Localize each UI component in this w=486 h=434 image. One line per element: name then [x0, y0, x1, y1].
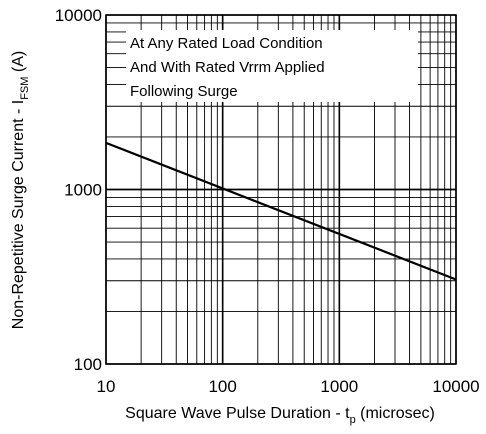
x-axis-label-main: Square Wave Pulse Duration - t — [125, 405, 350, 422]
y-tick-label: 1000 — [64, 181, 102, 200]
x-tick-label: 10 — [97, 377, 116, 396]
x-axis-label-units: (microsec) — [356, 405, 435, 422]
x-tick-label: 10000 — [432, 377, 479, 396]
plot-frame — [105, 14, 457, 365]
y-axis-label-subscript: FSM — [19, 77, 31, 100]
y-tick-labels: 100 1000 10000 — [55, 6, 102, 374]
annotation-line-3: Following Surge — [130, 83, 238, 100]
x-tick-label: 1000 — [320, 377, 358, 396]
x-tick-label: 100 — [208, 377, 236, 396]
annotation-box: At Any Rated Load Condition And With Rat… — [126, 30, 418, 102]
x-tick-labels: 10 100 1000 10000 — [97, 377, 480, 396]
annotation-background — [126, 30, 418, 102]
x-axis-label-subscript: p — [350, 414, 356, 426]
annotation-line-2: And With Rated Vrrm Applied — [130, 59, 325, 76]
y-axis-label: Non-Repetitive Surge Current - IFSM (A) — [10, 51, 31, 329]
y-axis-label-main: Non-Repetitive Surge Current - I — [10, 100, 27, 329]
y-axis-label-units: (A) — [10, 51, 27, 77]
x-axis-label: Square Wave Pulse Duration - tp (microse… — [125, 405, 435, 426]
annotation-line-1: At Any Rated Load Condition — [130, 35, 323, 52]
series-line-1 — [105, 141, 457, 281]
y-tick-label: 10000 — [55, 6, 102, 25]
y-tick-label: 100 — [74, 355, 102, 374]
series — [105, 141, 457, 281]
